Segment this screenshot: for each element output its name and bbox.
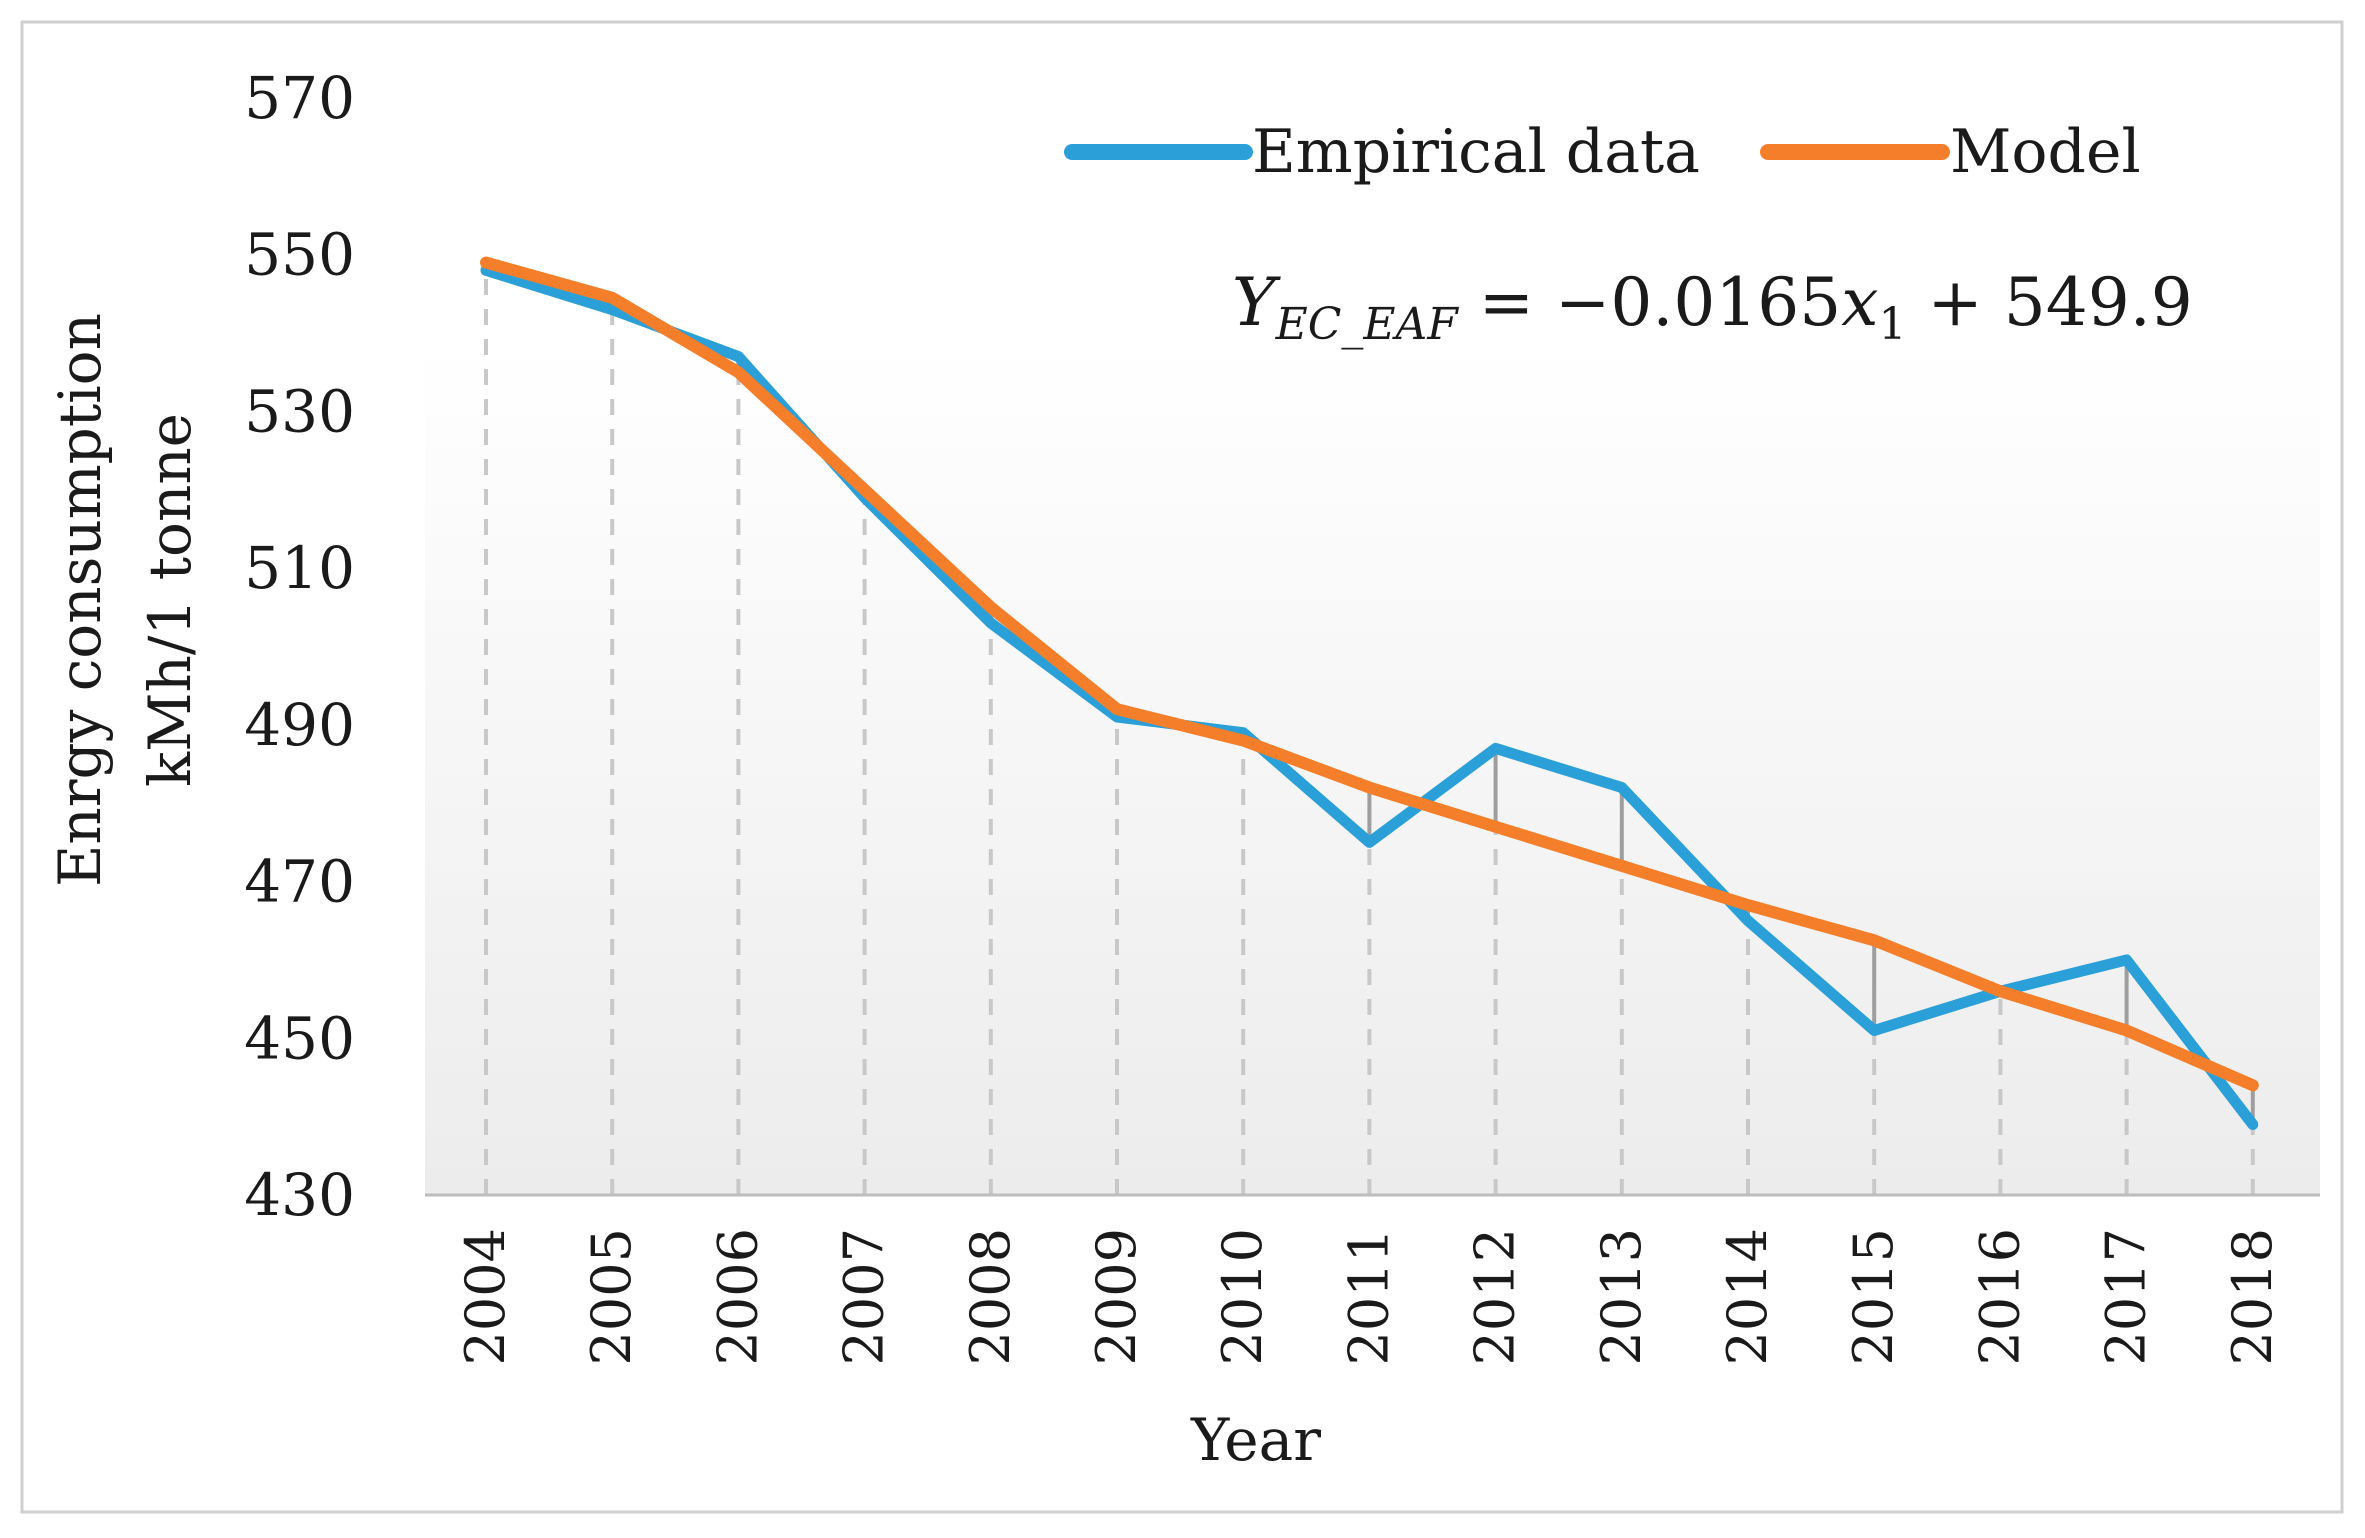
y-tick-label: 470	[244, 848, 355, 916]
series-line-model	[480, 256, 2259, 1092]
y-axis-label-line-1: Enrgy consumption	[46, 313, 114, 887]
y-axis-label-line-2: kMh/1 tonne	[136, 413, 204, 787]
model-equation: YEC_EAF = −0.0165x1 + 549.9	[1232, 264, 2193, 350]
x-tick-label: 2012	[1464, 1228, 1527, 1365]
y-tick-label: 430	[244, 1161, 355, 1229]
x-tick-label: 2010	[1211, 1228, 1274, 1365]
x-tick-label: 2009	[1085, 1228, 1148, 1365]
legend-label-empirical: Empirical data	[1252, 117, 1700, 187]
x-tick-label: 2008	[959, 1228, 1022, 1365]
y-axis-label: Enrgy consumption kMh/1 tonne	[46, 313, 204, 887]
y-tick-label: 570	[244, 64, 355, 132]
legend: Empirical data Model	[1064, 117, 2141, 187]
x-tick-label: 2018	[2221, 1228, 2284, 1365]
x-tick-label: 2016	[1968, 1228, 2031, 1365]
x-tick-label: 2005	[580, 1228, 643, 1365]
y-axis-ticks: 430 450 470 490 510 530 550 570	[244, 64, 355, 1229]
x-tick-label: 2006	[706, 1228, 769, 1365]
droplines-group	[484, 270, 2255, 1195]
y-tick-label: 550	[244, 221, 355, 289]
x-tick-label: 2015	[1842, 1228, 1905, 1365]
x-axis-ticks: 2004 2005 2006 2007 2008 2009 2010 2011 2012 2013…	[454, 1228, 2284, 1365]
series-group	[480, 256, 2259, 1130]
plot-background	[425, 340, 2320, 1195]
x-tick-label: 2017	[2095, 1228, 2158, 1365]
y-tick-label: 490	[244, 691, 355, 759]
x-axis-label: Year	[1190, 1406, 1321, 1474]
legend-label-model: Model	[1950, 117, 2141, 187]
y-tick-label: 510	[244, 534, 355, 602]
x-tick-label: 2004	[454, 1228, 517, 1365]
y-tick-label: 450	[244, 1004, 355, 1072]
x-tick-label: 2011	[1337, 1228, 1400, 1365]
y-tick-label: 530	[244, 377, 355, 445]
x-tick-label: 2014	[1716, 1228, 1779, 1365]
x-tick-label: 2013	[1590, 1228, 1653, 1365]
x-tick-label: 2007	[833, 1228, 896, 1365]
